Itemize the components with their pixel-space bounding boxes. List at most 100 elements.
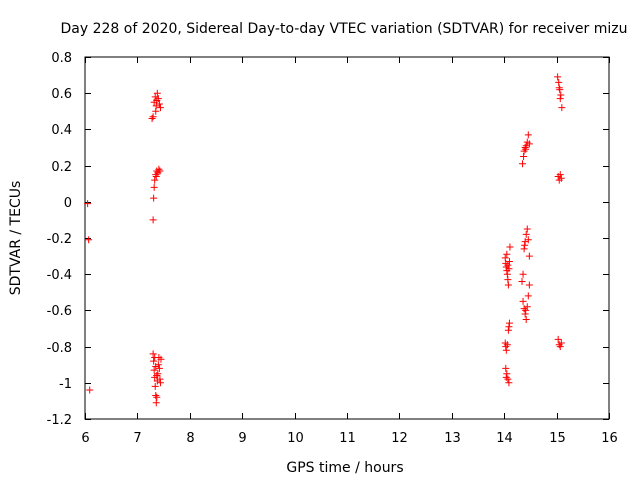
data-point xyxy=(150,194,158,202)
data-point xyxy=(525,281,533,289)
chart-title: Day 228 of 2020, Sidereal Day-to-day VTE… xyxy=(61,21,628,37)
data-point xyxy=(521,144,529,151)
data-point xyxy=(556,86,564,94)
y-tick-label: 0.2 xyxy=(51,160,72,175)
data-point xyxy=(520,153,528,161)
data-point xyxy=(522,145,530,153)
data-point xyxy=(555,84,563,92)
data-point xyxy=(153,96,161,104)
data-point xyxy=(556,343,564,351)
data-point xyxy=(150,366,158,374)
x-axis-ticks: 6 7 8 9 10 11 12 13 14 15 16 xyxy=(81,57,618,446)
data-point xyxy=(84,200,92,208)
data-point xyxy=(520,147,528,155)
data-point xyxy=(503,341,511,349)
data-point xyxy=(153,89,161,97)
data-point xyxy=(518,277,526,285)
data-point xyxy=(525,140,533,148)
data-point xyxy=(557,339,565,347)
data-point xyxy=(505,319,513,327)
data-point xyxy=(152,172,160,180)
data-point xyxy=(521,241,529,249)
data-point xyxy=(502,373,510,381)
data-point xyxy=(502,364,510,372)
data-point xyxy=(149,350,157,358)
y-tick-label: -0.4 xyxy=(47,268,72,283)
data-point xyxy=(524,131,532,139)
data-point xyxy=(523,225,531,233)
data-point xyxy=(152,363,160,371)
data-point xyxy=(519,270,527,278)
axes-frame xyxy=(84,56,610,420)
x-tick-label: 11 xyxy=(339,431,356,446)
data-point xyxy=(505,379,513,387)
data-point xyxy=(152,391,160,399)
data-point xyxy=(522,315,530,323)
data-point xyxy=(154,370,162,378)
y-tick-label: 0.6 xyxy=(51,87,72,102)
data-point xyxy=(558,104,566,112)
y-axis-label: SDTVAR / TECUs xyxy=(8,181,24,296)
data-point xyxy=(524,236,532,244)
data-point xyxy=(504,326,512,334)
data-point xyxy=(556,95,564,103)
data-point xyxy=(150,183,158,191)
data-point xyxy=(152,399,160,407)
data-point xyxy=(152,107,160,115)
data-point xyxy=(554,335,562,343)
y-tick-label: 0.8 xyxy=(51,51,72,66)
data-point xyxy=(522,230,530,238)
data-point xyxy=(556,171,564,179)
x-tick-label: 9 xyxy=(238,431,246,446)
data-point xyxy=(557,91,565,99)
data-point xyxy=(504,276,512,284)
data-point xyxy=(154,95,162,103)
data-point xyxy=(519,160,527,168)
data-point xyxy=(85,236,93,244)
data-point xyxy=(502,346,510,354)
y-tick-label: -1.2 xyxy=(47,413,72,428)
y-tick-label: -0.6 xyxy=(47,304,72,319)
data-point xyxy=(152,102,160,110)
data-point xyxy=(156,104,164,112)
data-point xyxy=(156,167,164,175)
y-tick-label: -0.2 xyxy=(47,232,72,247)
data-point xyxy=(555,78,563,86)
data-point xyxy=(523,303,531,311)
data-point xyxy=(520,245,528,253)
x-tick-label: 7 xyxy=(133,431,141,446)
y-tick-label: -1 xyxy=(59,377,72,392)
data-point xyxy=(519,297,527,305)
data-point xyxy=(521,238,529,246)
data-point xyxy=(148,115,156,123)
data-point xyxy=(503,250,511,258)
x-tick-label: 8 xyxy=(186,431,194,446)
data-point xyxy=(506,243,514,251)
data-point xyxy=(149,113,157,121)
y-tick-label: 0 xyxy=(64,196,72,211)
x-tick-label: 12 xyxy=(391,431,408,446)
x-tick-label: 15 xyxy=(549,431,566,446)
data-point xyxy=(155,364,163,372)
y-tick-label: 0.4 xyxy=(51,123,72,138)
y-axis-ticks: -1.2 -1 -0.8 -0.6 -0.4 -0.2 0 0.2 0.4 0.6 0.8 xyxy=(47,51,609,428)
data-point xyxy=(150,357,158,365)
data-point xyxy=(522,142,530,150)
data-point xyxy=(156,379,164,387)
data-point xyxy=(521,310,529,318)
data-point xyxy=(505,258,513,266)
data-point xyxy=(504,375,512,383)
data-point xyxy=(505,265,513,273)
x-tick-label: 13 xyxy=(444,431,461,446)
plot-border xyxy=(84,56,610,420)
x-tick-label: 14 xyxy=(496,431,513,446)
x-tick-label: 16 xyxy=(601,431,618,446)
data-point xyxy=(524,292,532,300)
x-tick-label: 10 xyxy=(287,431,304,446)
data-point xyxy=(554,73,562,81)
data-point xyxy=(503,370,511,378)
data-point xyxy=(151,353,159,361)
data-point xyxy=(86,386,94,394)
data-point xyxy=(504,281,512,289)
data-point xyxy=(502,343,510,351)
